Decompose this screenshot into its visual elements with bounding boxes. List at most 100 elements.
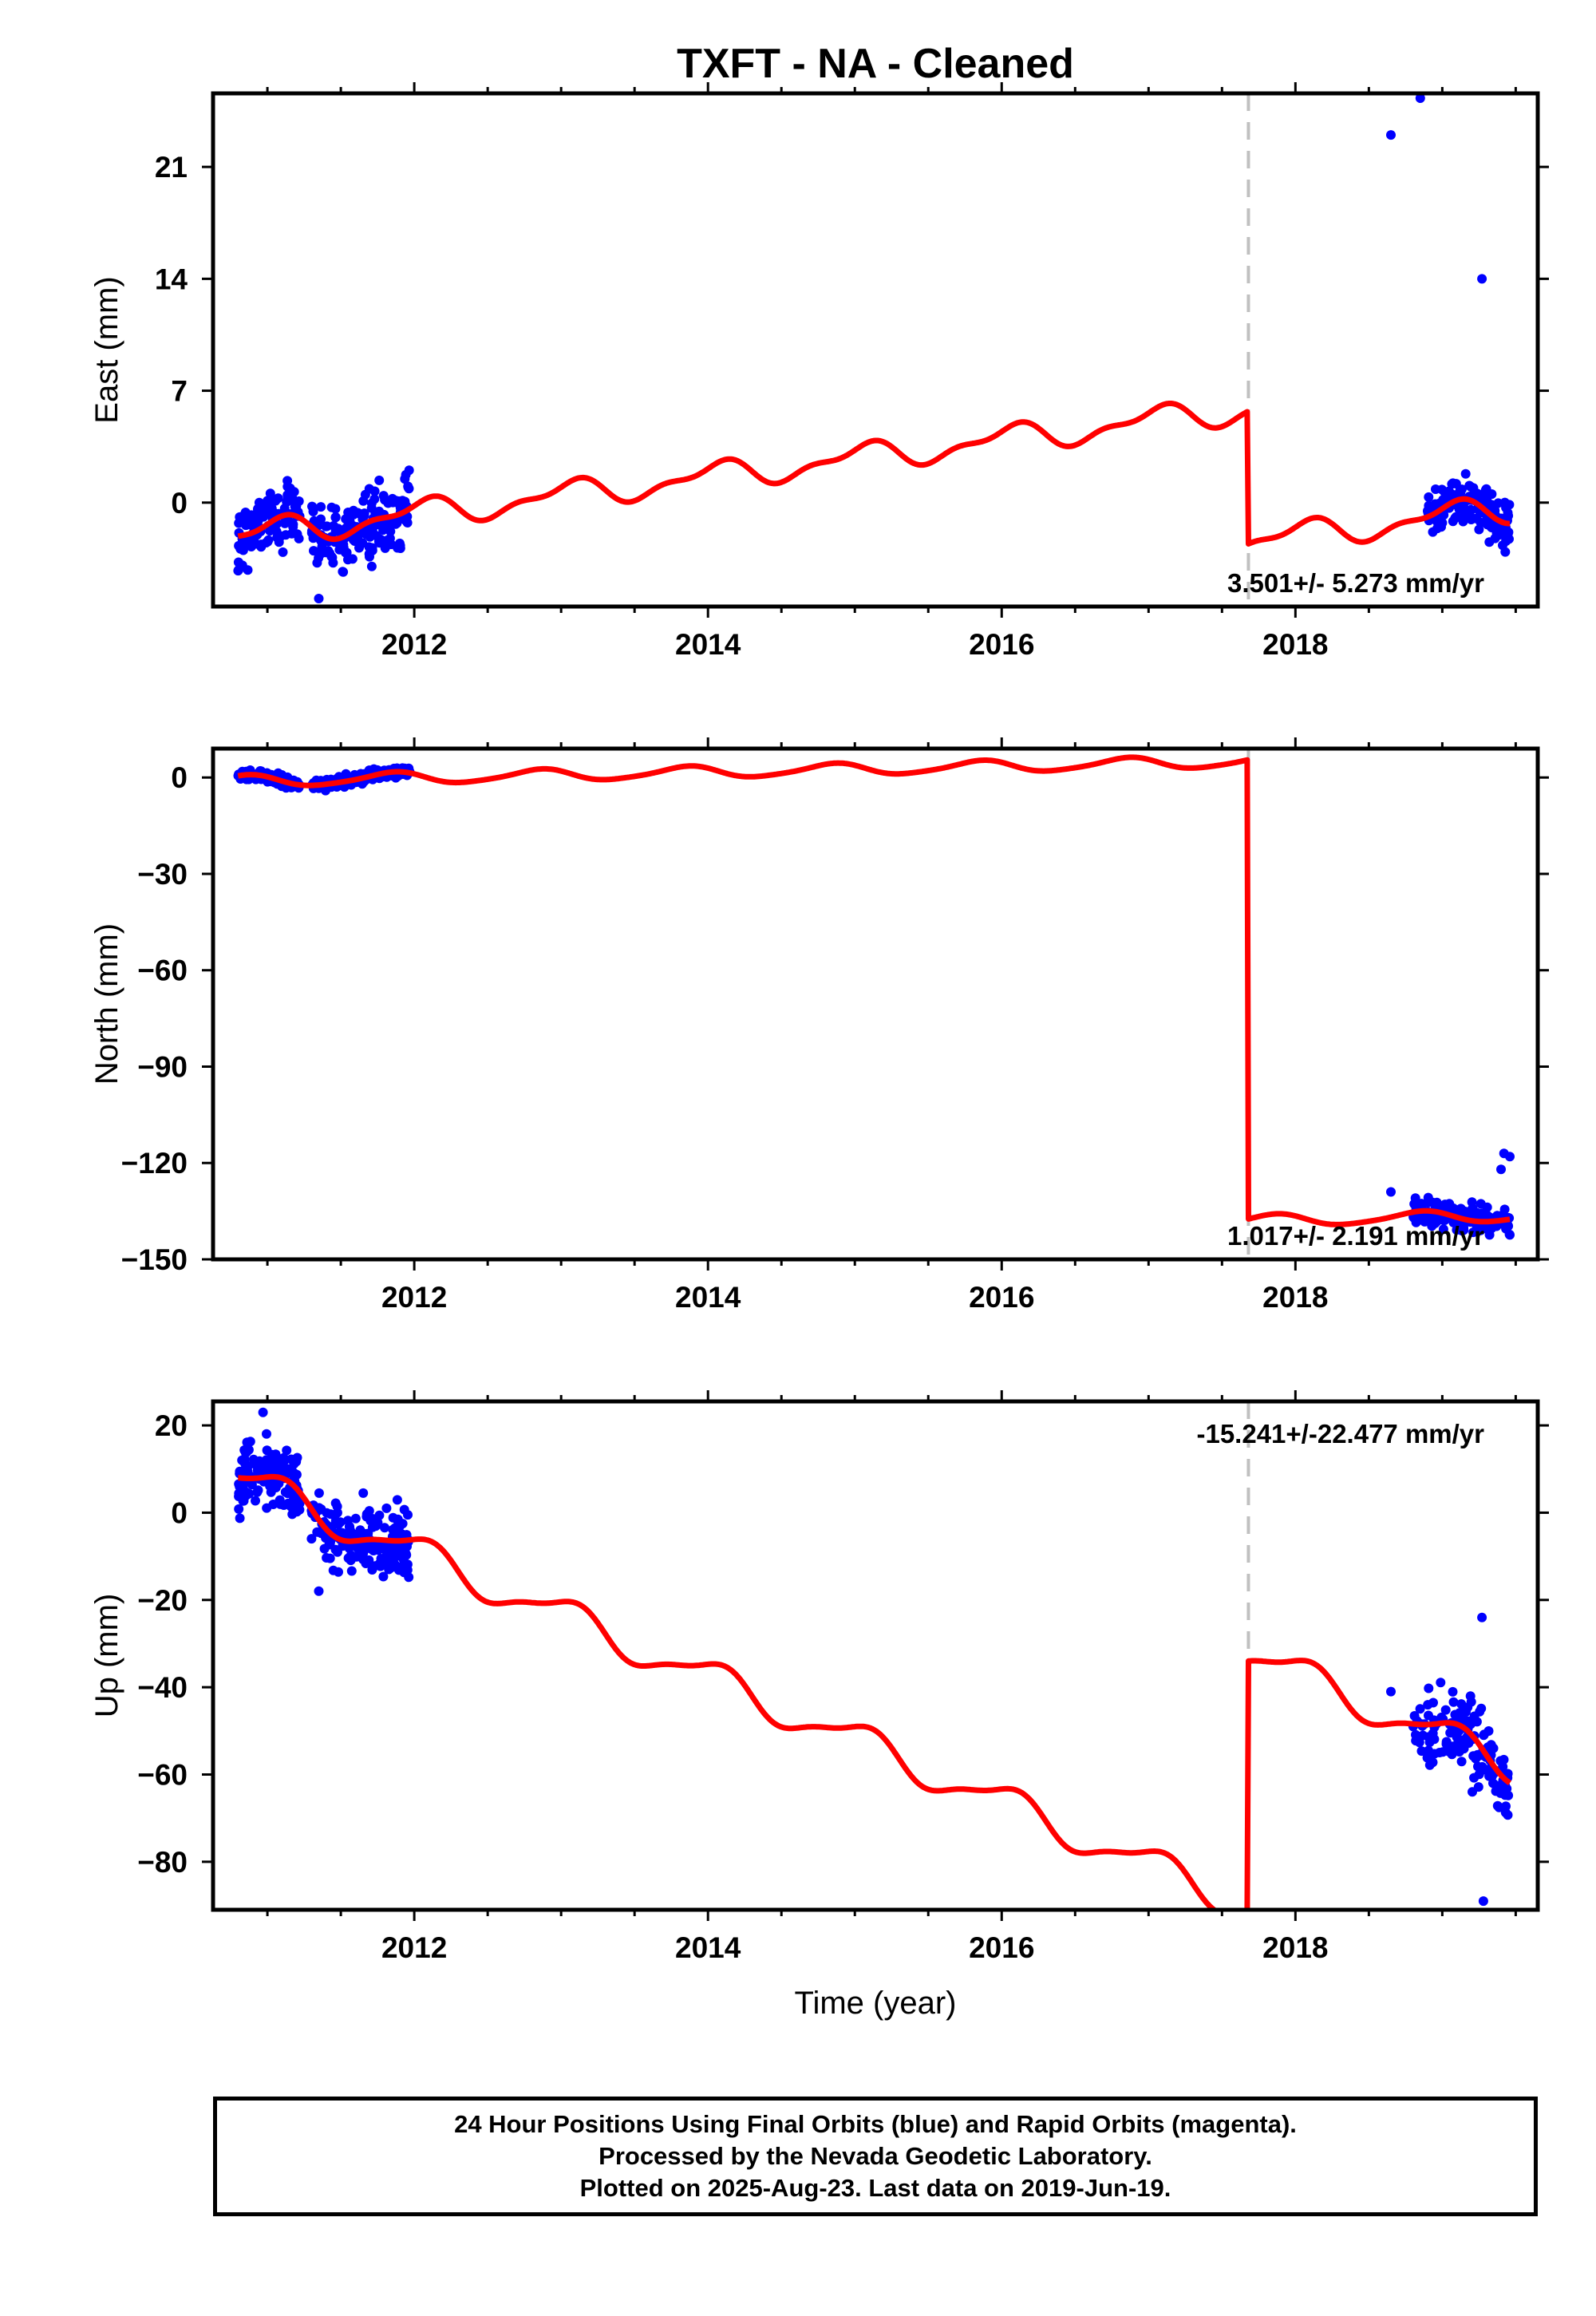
point-east-285 <box>345 509 354 520</box>
point-north-439 <box>1457 1226 1468 1236</box>
panel-north: 2012 2014 2016 2018 0 −30 −60 −90 −120 −150 North … <box>89 737 1549 1314</box>
y-tick-label-up-4: −60 <box>137 1758 188 1791</box>
rate-label-up: -15.241+/-22.477 mm/yr <box>1196 1419 1484 1448</box>
point-east-242 <box>265 488 275 499</box>
point-east-296 <box>263 504 273 514</box>
point-up-285 <box>361 1559 371 1568</box>
point-east-453 <box>1503 528 1513 539</box>
point-up-430 <box>1441 1739 1452 1749</box>
point-east-222 <box>282 490 293 500</box>
point-east-455 <box>1451 479 1461 489</box>
point-north-431 <box>1414 1200 1424 1211</box>
point-up-451 <box>1478 1896 1488 1907</box>
point-east-286 <box>404 484 414 494</box>
point-up-446 <box>1440 1705 1451 1715</box>
y-tick-label-up-2: −20 <box>137 1584 188 1617</box>
point-up-217 <box>381 1503 392 1513</box>
point-north-356 <box>1476 1199 1486 1209</box>
points-north <box>233 763 1515 1240</box>
point-east-198 <box>330 526 341 536</box>
point-north-448 <box>1505 1152 1515 1162</box>
point-up-369 <box>1456 1699 1467 1709</box>
point-east-251 <box>314 553 324 563</box>
point-up-184 <box>346 1555 356 1566</box>
y-tick-label-north-5: −150 <box>121 1243 188 1276</box>
y-tick-label-up-0: 20 <box>155 1409 188 1442</box>
point-east-202 <box>378 491 389 501</box>
point-east-152 <box>330 512 341 523</box>
point-up-134 <box>262 1503 272 1513</box>
point-east-452 <box>1460 513 1469 523</box>
point-up-383 <box>1468 1787 1477 1797</box>
y-tick-label-east-3: 21 <box>155 151 188 184</box>
point-east-265 <box>294 533 304 543</box>
x-tick-label-east-0: 2012 <box>381 628 447 661</box>
frame-up <box>211 1399 1540 1912</box>
x-tick-label-east-2: 2016 <box>969 628 1034 661</box>
x-axis-label: Time (year) <box>795 1986 957 2021</box>
point-east-86 <box>374 475 385 485</box>
point-up-432 <box>1429 1734 1440 1745</box>
point-east-191 <box>342 547 352 558</box>
point-east-298 <box>271 526 282 536</box>
point-east-254 <box>375 534 385 544</box>
point-up-296 <box>399 1547 409 1557</box>
point-east-462 <box>1493 530 1503 540</box>
x-tick-label-east-3: 2018 <box>1262 628 1328 661</box>
point-east-468 <box>1466 504 1476 515</box>
point-up-445 <box>1414 1737 1424 1748</box>
y-tick-label-north-3: −90 <box>137 1050 188 1083</box>
point-up-424 <box>1456 1757 1467 1767</box>
point-east-48 <box>385 526 396 536</box>
point-east-235 <box>234 540 244 551</box>
point-up-247 <box>291 1456 302 1467</box>
point-north-411 <box>1468 1227 1479 1238</box>
point-up-226 <box>399 1504 409 1515</box>
point-up-420 <box>1483 1726 1494 1736</box>
point-east-432 <box>1460 468 1471 479</box>
point-up-211 <box>375 1561 385 1571</box>
y-tick-label-north-4: −120 <box>121 1147 188 1180</box>
point-east-153 <box>385 533 395 543</box>
point-east-470 <box>314 594 324 603</box>
point-up-256 <box>286 1501 296 1512</box>
point-up-244 <box>365 1516 376 1526</box>
point-east-255 <box>364 484 374 494</box>
point-up-225 <box>266 1487 276 1497</box>
point-up-208 <box>306 1534 317 1544</box>
point-north-449 <box>1496 1164 1506 1175</box>
point-up-257 <box>275 1499 286 1509</box>
point-east-252 <box>316 545 326 555</box>
y-tick-label-east-1: 7 <box>171 375 188 408</box>
point-up-245 <box>346 1566 357 1576</box>
point-east-248 <box>395 543 405 553</box>
point-up-185 <box>367 1565 377 1575</box>
point-up-229 <box>344 1521 354 1531</box>
point-up-295 <box>252 1487 263 1497</box>
footer-line-3: Plotted on 2025-Aug-23. Last data on 201… <box>579 2174 1171 2202</box>
point-up-294 <box>385 1563 396 1573</box>
point-up-271 <box>378 1571 389 1582</box>
point-up-304 <box>314 1488 324 1498</box>
point-up-123 <box>333 1547 342 1557</box>
point-east-469 <box>1468 490 1479 500</box>
point-east-227 <box>243 565 253 575</box>
point-up-394 <box>1488 1743 1499 1753</box>
point-up-386 <box>1411 1729 1420 1740</box>
point-north-382 <box>1427 1221 1437 1231</box>
point-east-277 <box>361 526 371 536</box>
model-line-up <box>236 1473 1512 1910</box>
point-up-187 <box>244 1488 255 1499</box>
point-east-276 <box>366 498 377 508</box>
point-up-265 <box>247 1480 257 1490</box>
x-tick-label-east-1: 2014 <box>675 628 741 661</box>
point-east-215 <box>308 507 318 516</box>
point-east-137 <box>358 496 369 506</box>
point-east-448 <box>1428 527 1438 537</box>
point-up-289 <box>235 1480 245 1491</box>
point-up-436 <box>1495 1786 1505 1796</box>
point-north-430 <box>1418 1211 1428 1222</box>
point-up-408 <box>1473 1761 1483 1772</box>
point-up-437 <box>1457 1713 1468 1723</box>
model-line-east <box>236 401 1511 547</box>
